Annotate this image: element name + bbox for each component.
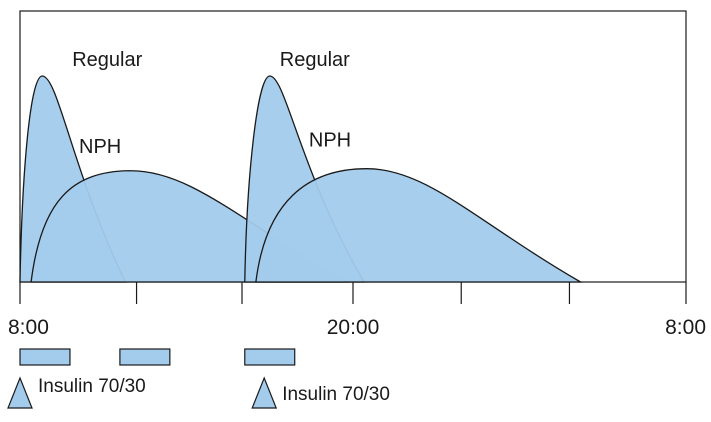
injection-label-1: Insulin 70/30: [38, 376, 146, 397]
x-tick-label-0: 8:00: [8, 316, 49, 339]
injection-markers: Insulin 70/30 Insulin 70/30: [7, 376, 390, 409]
series-label-nph: NPH: [309, 130, 351, 152]
x-tick-label-2: 8:00: [665, 316, 706, 339]
meal-bar-1: [19, 348, 71, 366]
meal-bar-3: [244, 348, 296, 366]
injection-triangle-2: [251, 376, 278, 409]
curves-layer: Regular NPH Regular NPH: [19, 49, 583, 283]
meal-bars: [19, 348, 296, 366]
x-axis-ticks: 8:00 20:00 8:00: [8, 282, 706, 339]
injection-triangle-1: [7, 376, 33, 409]
series-label-regular: Regular: [280, 49, 350, 71]
curve-nph-4: [255, 168, 583, 283]
meal-bar-2: [119, 348, 171, 366]
series-label-nph: NPH: [79, 136, 121, 158]
injection-label-2: Insulin 70/30: [282, 384, 390, 405]
series-label-regular: Regular: [72, 49, 142, 71]
x-tick-label-1: 20:00: [327, 316, 380, 339]
